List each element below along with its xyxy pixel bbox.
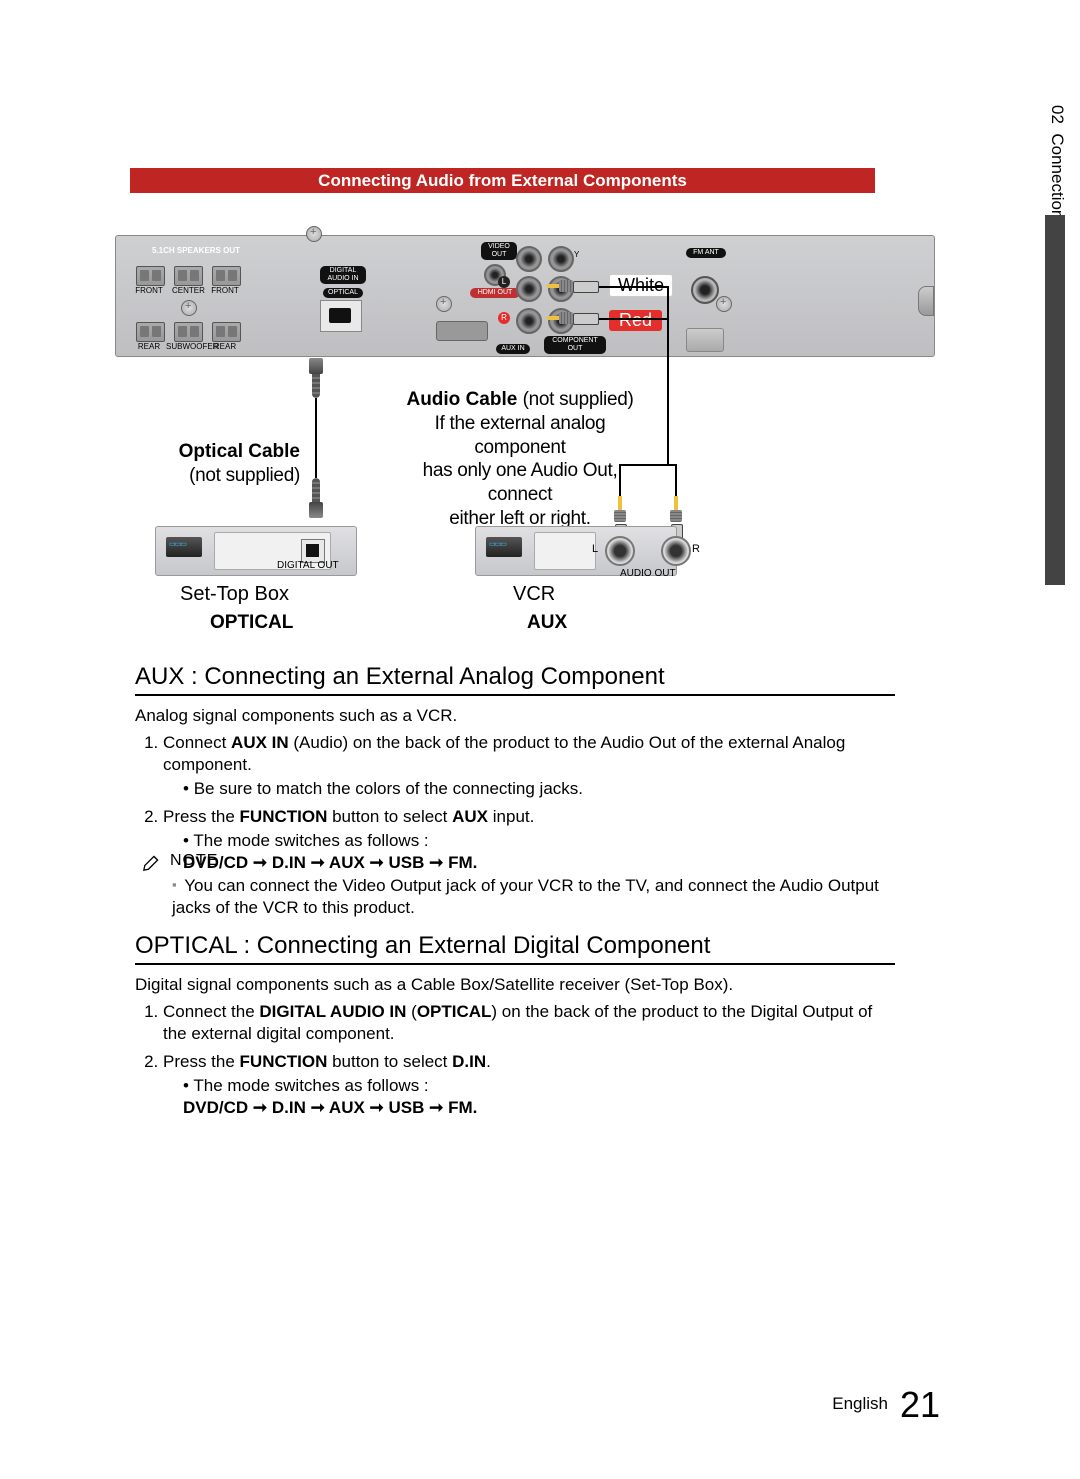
- panel-screw-top: [306, 226, 322, 242]
- page-number: 21: [900, 1384, 940, 1426]
- optical-cable-note: Optical Cable (not supplied): [170, 440, 300, 488]
- optical-cable-ns: (not supplied): [170, 464, 300, 488]
- label-front-r: FRONT: [210, 286, 240, 295]
- edge-clip: [918, 286, 934, 316]
- settop-screen: [166, 537, 202, 557]
- cable-merged-v: [667, 318, 669, 466]
- audio-cable-ns: (not supplied): [523, 389, 634, 410]
- aux-l-jack: [516, 276, 542, 302]
- optical-tip-top: [309, 358, 323, 398]
- audio-out-label: AUDIO OUT: [620, 568, 676, 579]
- audio-cable-label: Audio Cable: [406, 389, 517, 410]
- note-label: NOTE: [170, 852, 218, 870]
- sidebar-chapter: 02 Connections: [1047, 105, 1067, 228]
- speaker-front-l: [136, 266, 165, 286]
- label-fm-ant: FM ANT: [686, 248, 726, 258]
- speakers-title: 5.1CH SPEAKERS OUT: [136, 246, 256, 255]
- digital-out-label: DIGITAL OUT: [277, 560, 339, 571]
- label-digital-in-text: DIGITAL AUDIO IN: [327, 267, 358, 282]
- comp-y-jack: [516, 246, 542, 272]
- r-marker: R: [498, 312, 510, 324]
- panel-screw-2: [436, 296, 452, 312]
- aux-steps: Connect AUX IN (Audio) on the back of th…: [135, 728, 895, 881]
- optical-modes: DVD/CD ➞ D.IN ➞ AUX ➞ USB ➞ FM.: [183, 1098, 477, 1117]
- optical-cable-line: [315, 398, 317, 478]
- label-hdmi: HDMI OUT: [470, 288, 520, 298]
- optical-tip-bottom: [309, 478, 323, 518]
- vcr-screen: [486, 537, 522, 557]
- rca-plug-red: [545, 312, 599, 324]
- pen-icon: [142, 850, 164, 872]
- vcr-inner: [534, 532, 596, 570]
- speaker-rear-l: [136, 322, 165, 342]
- aux-step-1: Connect AUX IN (Audio) on the back of th…: [163, 732, 895, 800]
- rear-panel: 5.1CH SPEAKERS OUT FRONT CENTER FRONT RE…: [115, 235, 935, 357]
- aux-step-2: Press the FUNCTION button to select AUX …: [163, 806, 895, 874]
- ant-cap: [686, 328, 724, 352]
- analog-note-2: has only one Audio Out, connect: [390, 459, 650, 507]
- optical-step2-sub: The mode switches as follows :DVD/CD ➞ D…: [183, 1075, 895, 1119]
- optical-step-2: Press the FUNCTION button to select D.IN…: [163, 1051, 895, 1119]
- fm-ant-jack: [691, 276, 719, 304]
- footer-lang: English: [832, 1394, 888, 1414]
- panel-screw-1: [181, 300, 197, 316]
- speaker-sub: [174, 322, 203, 342]
- hdmi-jack: [436, 321, 488, 341]
- label-sub: SUBWOOFER: [166, 342, 211, 351]
- cable-white-h: [599, 286, 669, 288]
- chapter-number: 02: [1048, 105, 1067, 124]
- connection-diagram: 5.1CH SPEAKERS OUT FRONT CENTER FRONT RE…: [115, 230, 885, 650]
- optical-big-label: OPTICAL: [210, 612, 293, 634]
- vcr-r-jack: [661, 536, 691, 566]
- rca-plug-white: [545, 280, 599, 292]
- vcr-l-jack: [605, 536, 635, 566]
- label-aux-in: AUX IN: [496, 344, 530, 354]
- sidebar-dark-bar: [1045, 215, 1065, 585]
- label-front-l: FRONT: [134, 286, 164, 295]
- aux-note-header: NOTE: [142, 850, 218, 872]
- comp-pb-jack: [548, 246, 574, 272]
- vcr-l-label: L: [592, 543, 598, 555]
- speaker-center: [174, 266, 203, 286]
- chapter-name: Connections: [1048, 133, 1067, 228]
- aux-step1-sub: Be sure to match the colors of the conne…: [183, 778, 895, 800]
- l-marker: L: [498, 276, 510, 288]
- section-banner: Connecting Audio from External Component…: [130, 168, 875, 193]
- y-label: Y: [574, 250, 579, 259]
- aux-r-jack: [516, 308, 542, 334]
- label-rear-l: REAR: [134, 342, 164, 351]
- optical-intro: Digital signal components such as a Cabl…: [135, 974, 895, 996]
- panel-screw-3: [716, 296, 732, 312]
- cable-red-h: [599, 318, 669, 320]
- label-center: CENTER: [172, 286, 204, 295]
- optical-step-1: Connect the DIGITAL AUDIO IN (OPTICAL) o…: [163, 1001, 895, 1045]
- manual-page: 02 Connections Connecting Audio from Ext…: [0, 0, 1080, 1479]
- label-video-out: VIDEO OUT: [481, 242, 517, 260]
- aux-heading: AUX : Connecting an External Analog Comp…: [135, 663, 895, 696]
- speaker-front-r: [212, 266, 241, 286]
- aux-note-text: You can connect the Video Output jack of…: [172, 875, 892, 919]
- label-comp-out: COMPONENT OUT: [544, 336, 606, 354]
- label-optical: OPTICAL: [323, 288, 363, 298]
- vcr-r-label: R: [692, 543, 700, 555]
- label-digital-in: DIGITAL AUDIO IN: [320, 266, 366, 284]
- cable-white-merge-v: [667, 286, 669, 320]
- optical-in-jack: [320, 300, 362, 332]
- aux-big-label: AUX: [527, 612, 567, 634]
- cable-r-down: [675, 464, 677, 498]
- aux-step2-sub: The mode switches as follows :DVD/CD ➞ D…: [183, 830, 895, 874]
- optical-steps: Connect the DIGITAL AUDIO IN (OPTICAL) o…: [135, 997, 895, 1125]
- optical-heading: OPTICAL : Connecting an External Digital…: [135, 932, 895, 965]
- aux-intro: Analog signal components such as a VCR.: [135, 705, 895, 727]
- aux-modes: DVD/CD ➞ D.IN ➞ AUX ➞ USB ➞ FM.: [183, 853, 477, 872]
- optical-cable-label: Optical Cable: [179, 441, 300, 462]
- audio-cable-note: Audio Cable (not supplied) If the extern…: [390, 388, 650, 531]
- vcr-label: VCR: [513, 582, 555, 607]
- analog-note-1: If the external analog component: [390, 412, 650, 460]
- red-label: Red: [609, 310, 662, 331]
- speaker-rear-r: [212, 322, 241, 342]
- settop-label: Set-Top Box: [180, 582, 289, 607]
- label-rear-r: REAR: [210, 342, 240, 351]
